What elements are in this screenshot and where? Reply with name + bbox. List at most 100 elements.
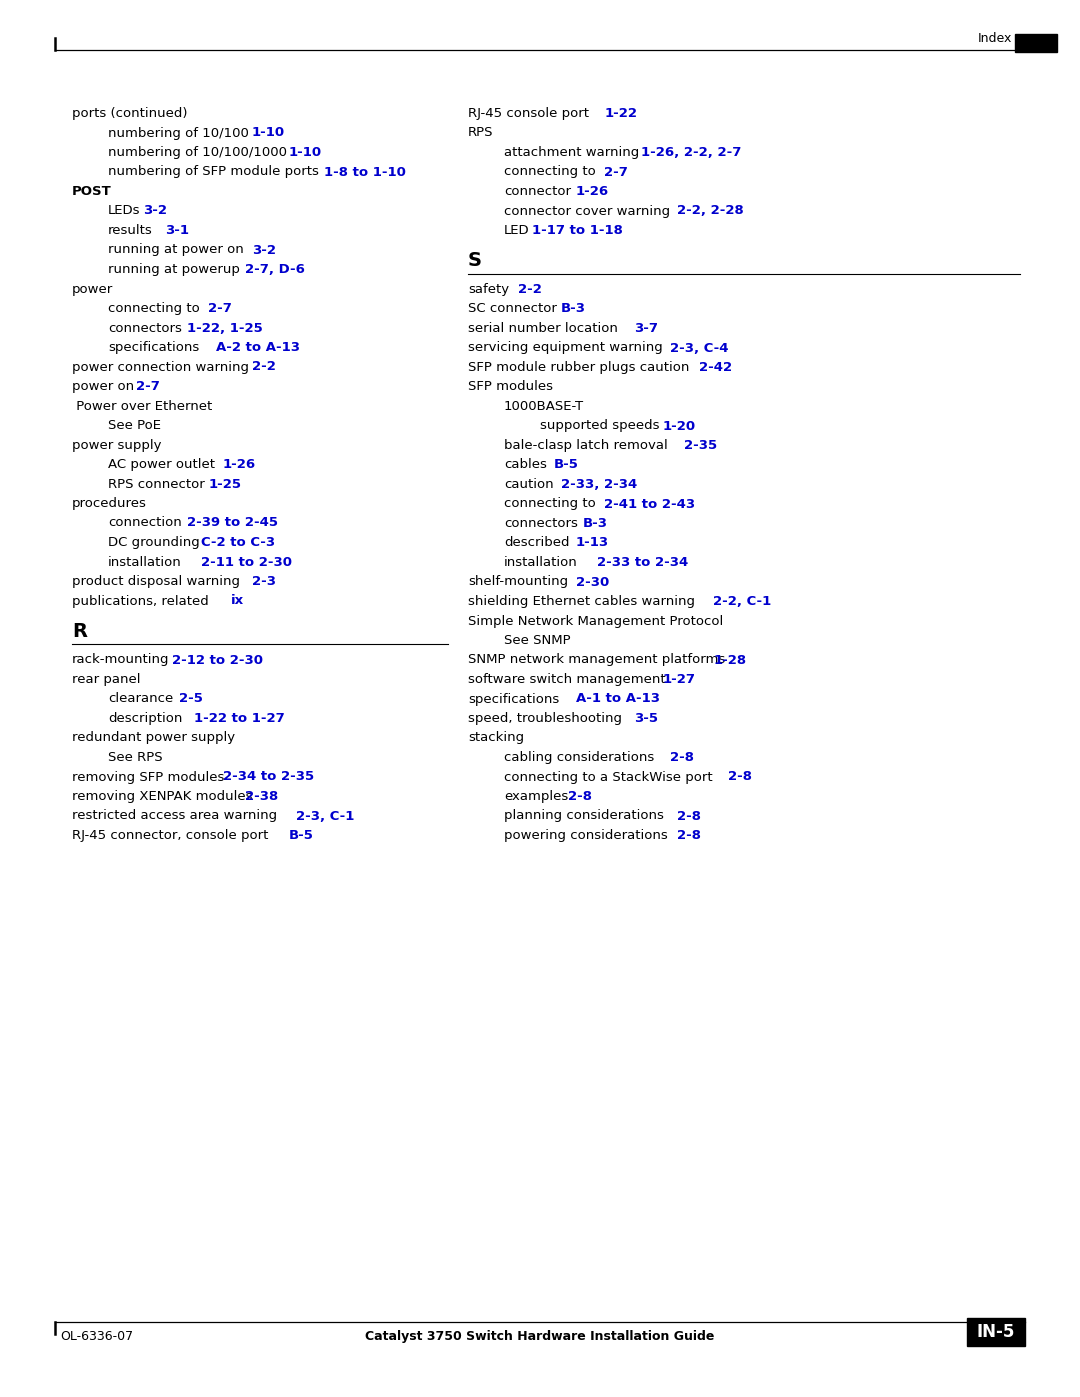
Text: ports (continued): ports (continued)	[72, 108, 188, 120]
Text: 1-26, 2-2, 2-7: 1-26, 2-2, 2-7	[640, 147, 741, 159]
Text: stacking: stacking	[468, 732, 524, 745]
Text: cables: cables	[504, 458, 546, 472]
Text: connector: connector	[504, 184, 571, 198]
Text: SC connector: SC connector	[468, 303, 557, 316]
Text: numbering of SFP module ports: numbering of SFP module ports	[108, 165, 319, 179]
Text: 2-2, C-1: 2-2, C-1	[714, 595, 772, 608]
Text: running at powerup: running at powerup	[108, 263, 240, 277]
Text: 1-10: 1-10	[252, 127, 285, 140]
Text: SNMP network management platforms: SNMP network management platforms	[468, 654, 726, 666]
Text: restricted access area warning: restricted access area warning	[72, 809, 278, 823]
Text: connecting to: connecting to	[504, 497, 596, 510]
Text: S: S	[468, 251, 482, 271]
Text: 3-2: 3-2	[252, 243, 275, 257]
Text: servicing equipment warning: servicing equipment warning	[468, 341, 663, 355]
Text: 1-25: 1-25	[208, 478, 241, 490]
Text: 2-8: 2-8	[677, 809, 701, 823]
Text: 2-3: 2-3	[252, 576, 276, 588]
Text: RPS connector: RPS connector	[108, 478, 205, 490]
Text: 3-1: 3-1	[165, 224, 189, 237]
Text: LEDs: LEDs	[108, 204, 140, 218]
Text: results: results	[108, 224, 152, 237]
Text: Catalyst 3750 Switch Hardware Installation Guide: Catalyst 3750 Switch Hardware Installati…	[365, 1330, 715, 1343]
Text: 3-7: 3-7	[634, 321, 658, 335]
Text: 1-13: 1-13	[576, 536, 608, 549]
Text: power on: power on	[72, 380, 134, 393]
Text: powering considerations: powering considerations	[504, 828, 667, 842]
Text: connectors: connectors	[108, 321, 181, 334]
Text: 2-7: 2-7	[605, 165, 629, 179]
Text: power supply: power supply	[72, 439, 162, 451]
Text: 2-33, 2-34: 2-33, 2-34	[561, 478, 637, 490]
Text: B-5: B-5	[554, 458, 579, 472]
Text: 2-38: 2-38	[245, 789, 279, 803]
Text: removing SFP modules: removing SFP modules	[72, 771, 225, 784]
Text: RPS: RPS	[468, 127, 494, 140]
FancyBboxPatch shape	[967, 1317, 1025, 1345]
Text: 2-8: 2-8	[670, 752, 693, 764]
Text: connectors: connectors	[504, 517, 578, 529]
Text: rear panel: rear panel	[72, 673, 140, 686]
Text: 1-28: 1-28	[714, 654, 746, 666]
Text: See RPS: See RPS	[108, 752, 163, 764]
Text: 2-7, D-6: 2-7, D-6	[245, 263, 305, 277]
Text: power connection warning: power connection warning	[72, 360, 249, 373]
Text: connector cover warning: connector cover warning	[504, 204, 670, 218]
Text: caution: caution	[504, 478, 554, 490]
Text: numbering of 10/100/1000: numbering of 10/100/1000	[108, 147, 287, 159]
Text: B-5: B-5	[288, 828, 313, 842]
Text: cabling considerations: cabling considerations	[504, 752, 654, 764]
Text: 1000BASE-T: 1000BASE-T	[504, 400, 584, 414]
Text: 3-5: 3-5	[634, 712, 658, 725]
Text: 1-17 to 1-18: 1-17 to 1-18	[531, 224, 623, 237]
Text: 2-39 to 2-45: 2-39 to 2-45	[187, 517, 278, 529]
Text: supported speeds: supported speeds	[540, 419, 660, 433]
Text: 2-35: 2-35	[684, 439, 717, 453]
Text: 2-8: 2-8	[728, 771, 752, 784]
Text: connecting to: connecting to	[504, 165, 596, 179]
Text: SFP modules: SFP modules	[468, 380, 553, 394]
Text: bale-clasp latch removal: bale-clasp latch removal	[504, 439, 667, 453]
Text: 2-8: 2-8	[677, 828, 701, 842]
Text: clearance: clearance	[108, 693, 173, 705]
Text: examples: examples	[504, 789, 568, 803]
Text: procedures: procedures	[72, 497, 147, 510]
Text: product disposal warning: product disposal warning	[72, 576, 240, 588]
Text: 2-12 to 2-30: 2-12 to 2-30	[173, 654, 264, 666]
Text: B-3: B-3	[562, 303, 586, 316]
Text: description: description	[108, 712, 183, 725]
Text: 2-7: 2-7	[136, 380, 160, 393]
Text: 2-33 to 2-34: 2-33 to 2-34	[597, 556, 688, 569]
Text: 1-26: 1-26	[576, 184, 608, 198]
Text: 1-22 to 1-27: 1-22 to 1-27	[193, 712, 284, 725]
Text: 2-7: 2-7	[208, 302, 232, 314]
Text: 2-34 to 2-35: 2-34 to 2-35	[224, 771, 314, 784]
Text: SFP module rubber plugs caution: SFP module rubber plugs caution	[468, 360, 689, 374]
Text: 2-42: 2-42	[699, 360, 732, 374]
Text: A-2 to A-13: A-2 to A-13	[216, 341, 299, 353]
Text: shielding Ethernet cables warning: shielding Ethernet cables warning	[468, 595, 696, 608]
Text: 1-20: 1-20	[662, 419, 696, 433]
Text: attachment warning: attachment warning	[504, 147, 639, 159]
Text: Index: Index	[977, 32, 1012, 45]
Text: See SNMP: See SNMP	[504, 634, 570, 647]
Text: DC grounding: DC grounding	[108, 536, 200, 549]
Text: IN-5: IN-5	[976, 1323, 1015, 1341]
Text: B-3: B-3	[582, 517, 608, 529]
Text: installation: installation	[504, 556, 578, 569]
Text: rack-mounting: rack-mounting	[72, 654, 170, 666]
Text: 1-22: 1-22	[605, 108, 637, 120]
Text: 2-41 to 2-43: 2-41 to 2-43	[605, 497, 696, 510]
Text: Simple Network Management Protocol: Simple Network Management Protocol	[468, 615, 724, 627]
Text: 2-3, C-4: 2-3, C-4	[670, 341, 728, 355]
Text: RJ-45 console port: RJ-45 console port	[468, 108, 589, 120]
Text: connecting to a StackWise port: connecting to a StackWise port	[504, 771, 713, 784]
Text: specifications: specifications	[468, 693, 559, 705]
Text: 2-30: 2-30	[576, 576, 609, 588]
Text: safety: safety	[468, 284, 509, 296]
Text: connection: connection	[108, 517, 181, 529]
Text: numbering of 10/100: numbering of 10/100	[108, 127, 248, 140]
Text: 2-2: 2-2	[517, 284, 541, 296]
Text: RJ-45 connector, console port: RJ-45 connector, console port	[72, 828, 268, 842]
Text: shelf-mounting: shelf-mounting	[468, 576, 568, 588]
